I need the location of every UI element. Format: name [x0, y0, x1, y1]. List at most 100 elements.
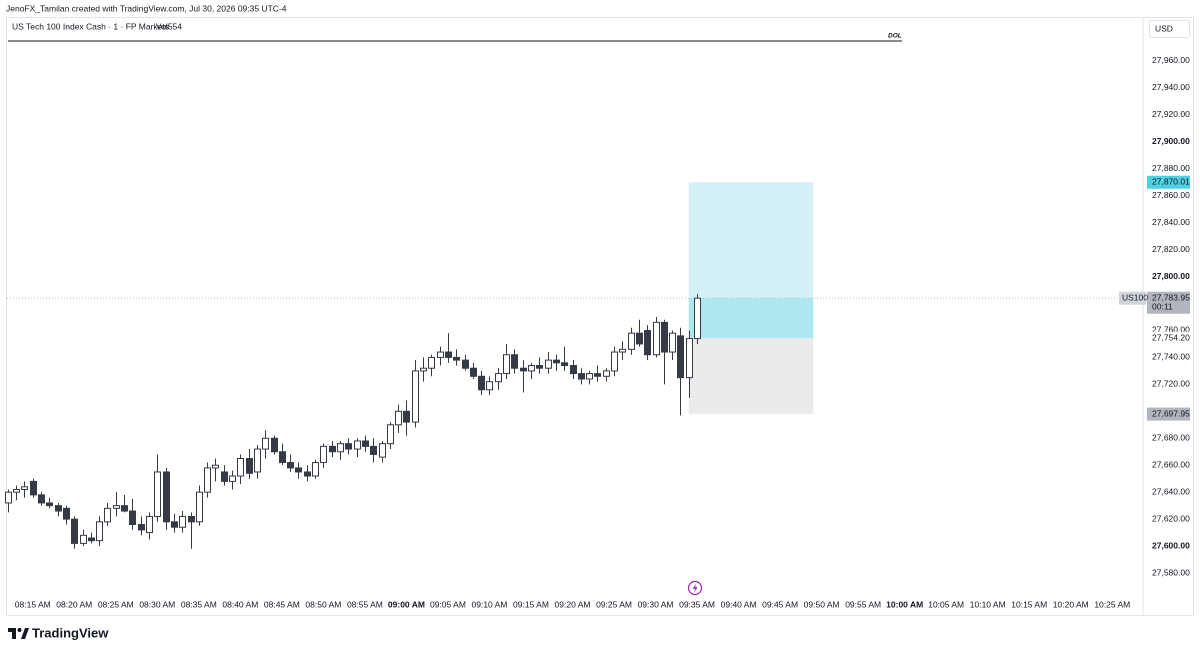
candle-body	[80, 534, 87, 544]
candle-body	[88, 537, 95, 542]
y-tick-label: 27,760.00	[1152, 325, 1190, 335]
x-tick-label: 08:15 AM	[15, 599, 51, 609]
y-tick-label: 27,640.00	[1152, 486, 1190, 496]
candle-body	[254, 448, 261, 473]
candle-body	[196, 491, 203, 523]
candle-body	[370, 445, 377, 455]
candle-body	[320, 445, 327, 464]
candle-body	[13, 488, 20, 493]
candle-body	[113, 505, 120, 509]
candle-body	[470, 367, 477, 377]
logo: TradingView	[8, 625, 109, 640]
candle-body	[5, 491, 12, 504]
candle-body	[553, 359, 560, 364]
y-tick-label: 27,880.00	[1152, 163, 1190, 173]
candle-body	[295, 467, 302, 473]
x-tick-label: 09:05 AM	[430, 599, 466, 609]
y-tick-label: 27,720.00	[1152, 379, 1190, 389]
candle-body	[221, 471, 228, 482]
stop-zone	[688, 338, 814, 415]
candle-body	[545, 359, 552, 369]
open-profit-zone	[688, 298, 814, 339]
candle-body	[462, 359, 469, 369]
candle-body	[154, 471, 161, 517]
candle-body	[686, 338, 693, 379]
candle-body	[237, 457, 244, 477]
candle-body	[179, 515, 186, 528]
x-tick-label: 08:45 AM	[264, 599, 300, 609]
last-price-bg	[1147, 291, 1190, 314]
x-tick-label: 09:55 AM	[845, 599, 881, 609]
candle-body	[312, 462, 319, 477]
y-tick-label: 27,960.00	[1152, 55, 1190, 65]
candle-body	[362, 440, 369, 447]
candle-body	[511, 354, 518, 369]
x-tick-label: 09:35 AM	[679, 599, 715, 609]
y-tick-label: 27,840.00	[1152, 217, 1190, 227]
candle-body	[379, 443, 386, 458]
candle-body	[354, 440, 361, 450]
candle-body	[453, 356, 460, 361]
target-tag-bg	[1147, 175, 1190, 189]
candle-body	[395, 410, 402, 426]
candle-body	[337, 443, 344, 453]
currency[interactable]: USD	[1155, 23, 1173, 33]
candle-body	[304, 471, 311, 477]
countdown: 00:11	[1152, 301, 1173, 311]
x-tick-label: 10:00 AM	[886, 599, 923, 609]
x-tick-label: 08:55 AM	[347, 599, 383, 609]
candle-body	[644, 329, 651, 356]
y-tick-label: 27,800.00	[1152, 271, 1190, 281]
candle-body	[578, 373, 585, 380]
candle-body	[287, 462, 294, 469]
y-tick-label: 27,660.00	[1152, 459, 1190, 469]
candle-body	[420, 367, 427, 372]
x-tick-label: 09:10 AM	[472, 599, 508, 609]
candle-body	[345, 443, 352, 450]
candle-body	[329, 445, 336, 453]
candle-body	[653, 321, 660, 356]
candle-body	[428, 356, 435, 369]
y-tick-label: 27,900.00	[1152, 136, 1190, 146]
x-tick-label: 08:20 AM	[56, 599, 92, 609]
symbol-tag: US100	[1122, 292, 1148, 302]
candle-body	[677, 335, 684, 379]
stop-tag: 27,697.95	[1152, 408, 1190, 418]
x-tick-label: 09:20 AM	[555, 599, 591, 609]
candle-body	[71, 518, 78, 544]
entry-tag-bg	[1147, 331, 1190, 345]
candle-body	[486, 381, 493, 391]
candle-body	[528, 365, 535, 372]
candle-body	[520, 367, 527, 372]
y-tick-label: 27,580.00	[1152, 567, 1190, 577]
candle-body	[229, 475, 236, 482]
candle-body	[478, 375, 485, 391]
logo-text: TradingView	[32, 625, 109, 640]
y-tick-label: 27,620.00	[1152, 513, 1190, 523]
x-tick-label: 08:25 AM	[98, 599, 134, 609]
plot	[5, 182, 1143, 549]
candle-body	[437, 351, 444, 358]
y-tick-label: 27,860.00	[1152, 190, 1190, 200]
candle-body	[445, 351, 452, 358]
x-tick-label: 09:50 AM	[804, 599, 840, 609]
candle-body	[669, 332, 676, 353]
candle-body	[279, 451, 286, 464]
candle-body	[694, 297, 701, 340]
x-tick-label: 08:40 AM	[222, 599, 258, 609]
candle-body	[21, 486, 28, 490]
x-tick-label: 09:25 AM	[596, 599, 632, 609]
candle-body	[146, 515, 153, 534]
candle-body	[636, 332, 643, 345]
x-tick-label: 10:05 AM	[928, 599, 964, 609]
candle-body	[661, 321, 668, 353]
x-tick-label: 09:45 AM	[762, 599, 798, 609]
candle-body	[129, 510, 136, 526]
currency-button[interactable]	[1149, 20, 1190, 38]
candle-body	[55, 505, 62, 512]
candle-body	[603, 370, 610, 377]
candle-body	[561, 362, 568, 367]
header: JenoFX_Tamilan created with TradingView.…	[6, 3, 287, 13]
candle-body	[412, 370, 419, 423]
candle-body	[594, 373, 601, 377]
